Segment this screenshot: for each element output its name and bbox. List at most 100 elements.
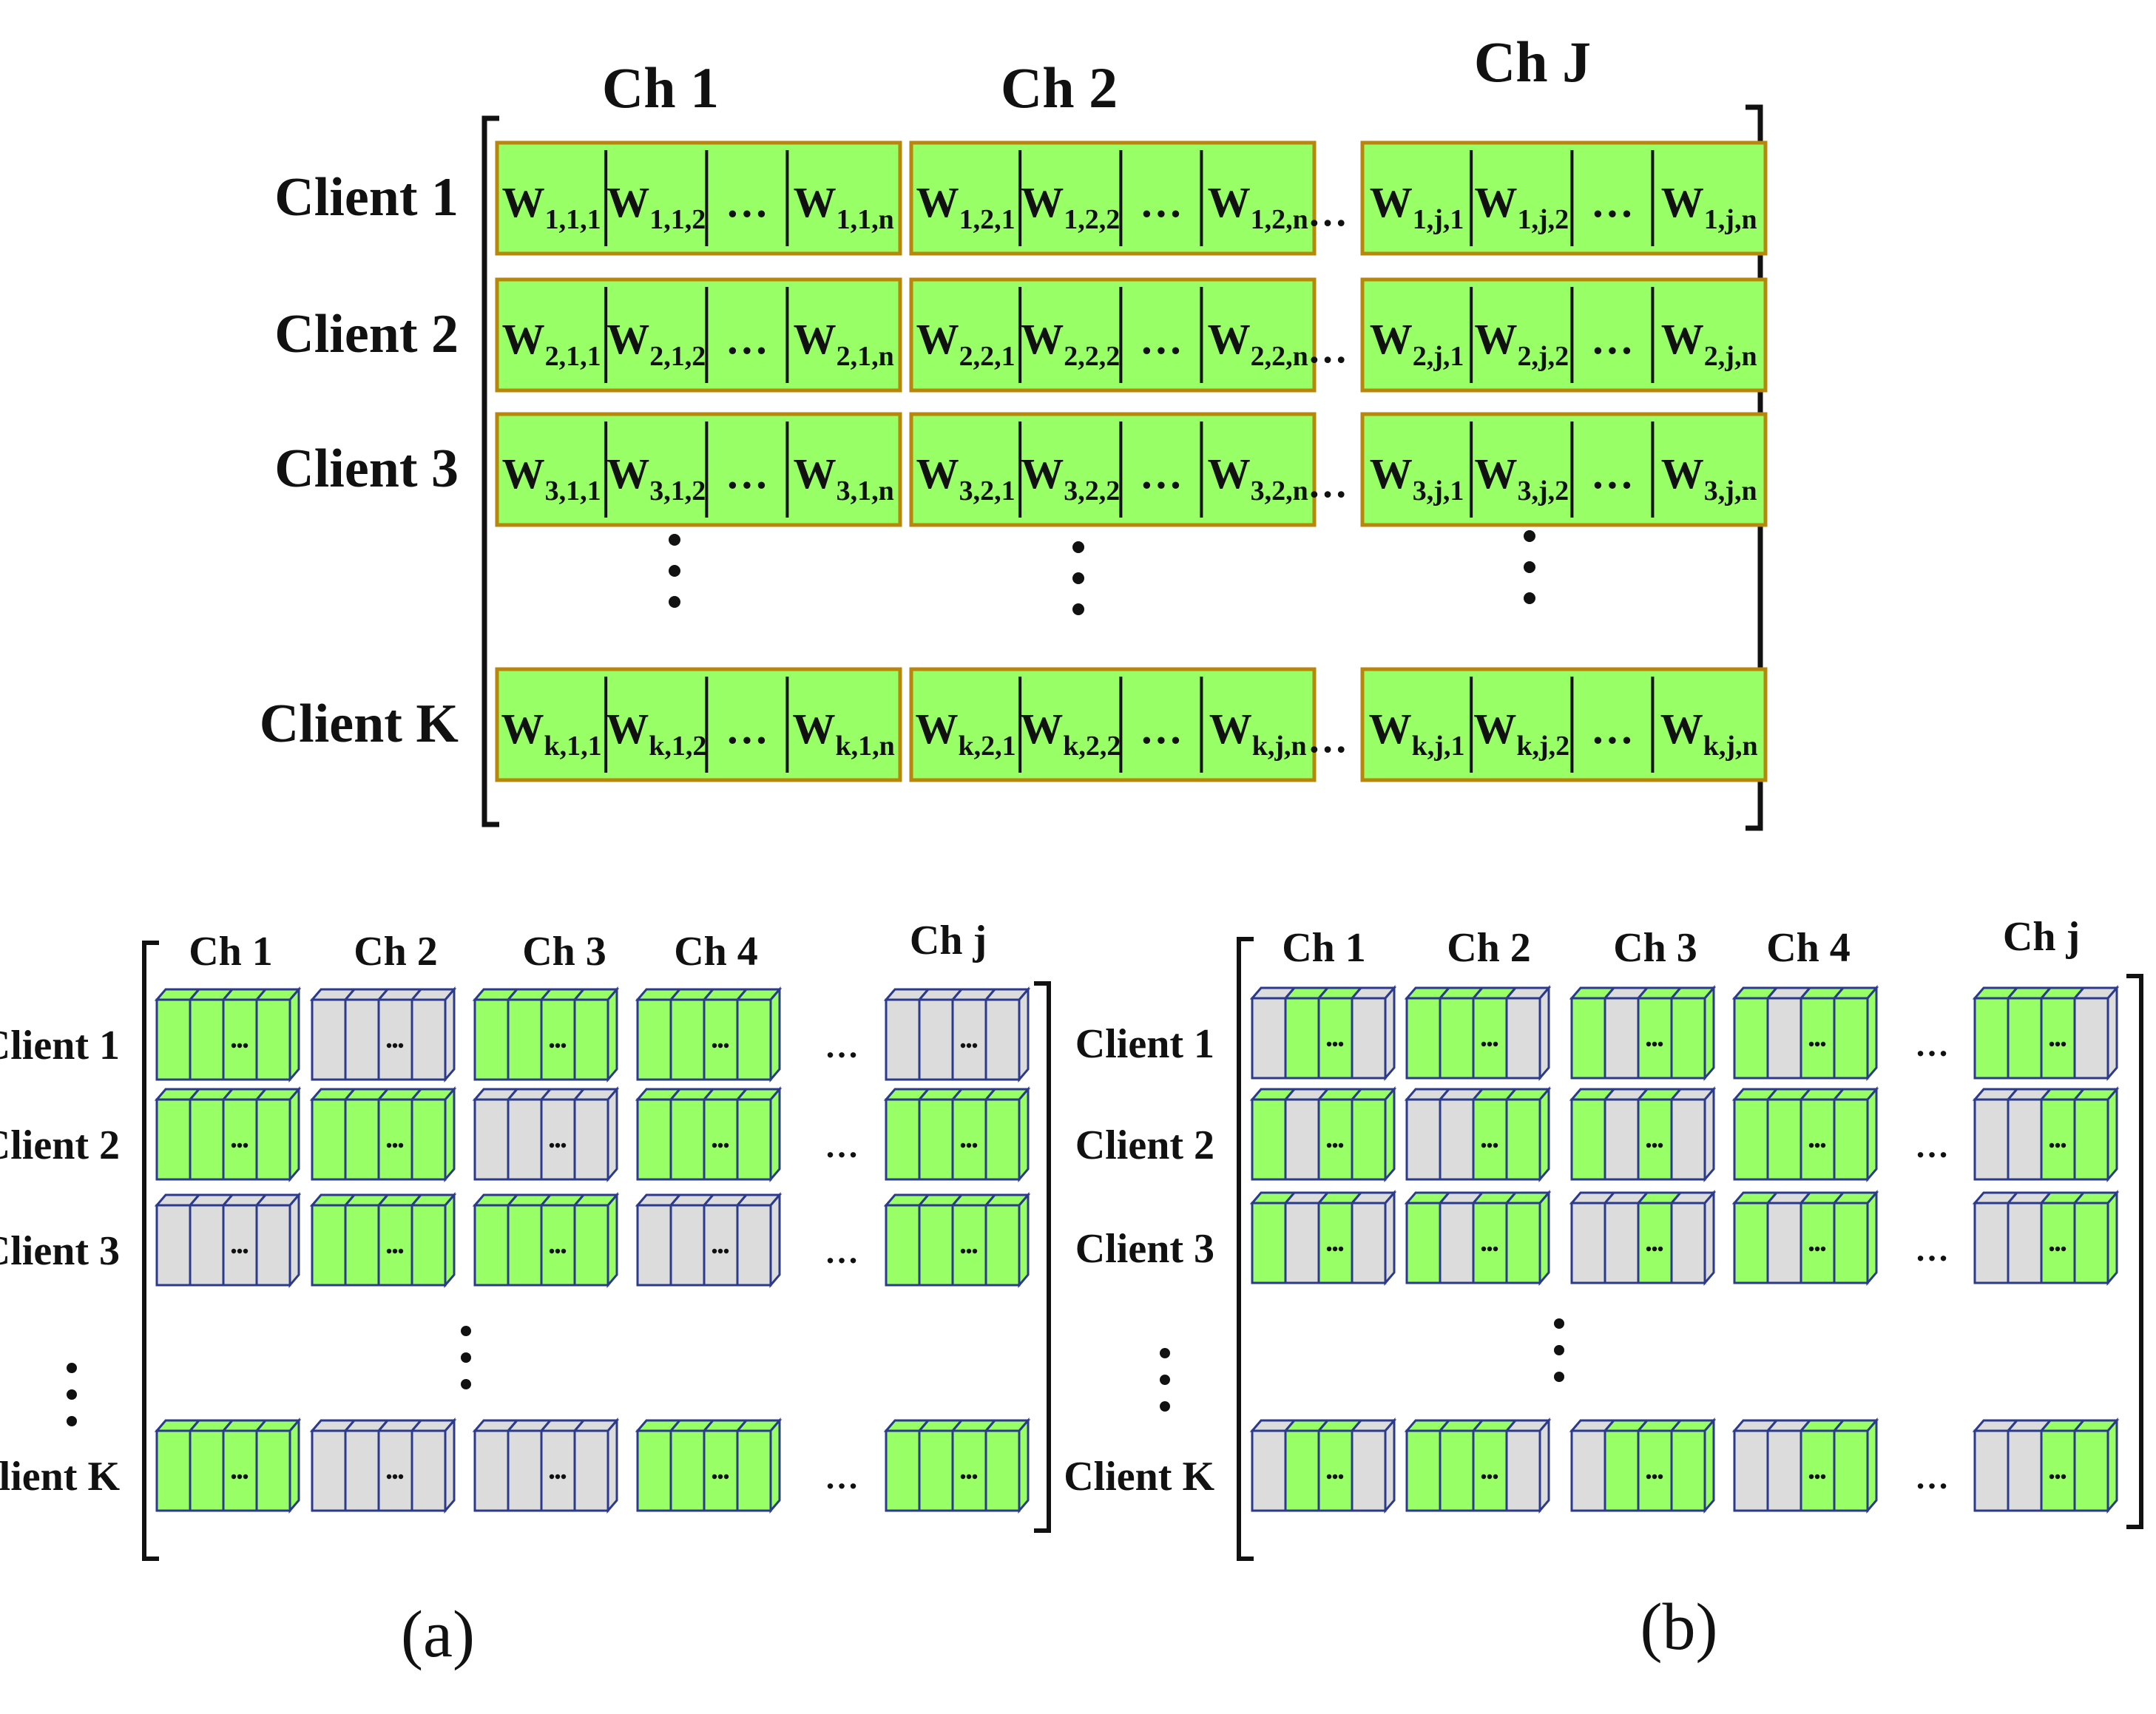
row-ellipsis: … [825,1027,859,1065]
cube-dot [1481,1246,1487,1252]
weight-label: W1,j,1 [1370,178,1464,235]
cube-front-face [222,1429,258,1512]
vdot [1072,572,1084,584]
cube-front-face [1317,1429,1354,1512]
cube-side-face [606,1191,618,1289]
cube-ellipsis [712,1043,729,1049]
cube-dot [243,1474,249,1480]
cube-ellipsis [231,1474,249,1480]
weight-ellipsis: … [1140,315,1183,363]
cube-front-face [473,1204,510,1287]
weight-block-box [1360,140,1768,256]
cube-front-face [2040,997,2076,1080]
cube-front-face [1570,1098,1606,1181]
cube-front-face [669,998,706,1081]
cube-ellipsis [231,1248,249,1254]
cube-dot [231,1248,237,1254]
weight-ellipsis: … [726,450,768,498]
cube-front-face [473,1429,510,1512]
cube-ellipsis [1808,1474,1826,1480]
cube-side-face [1866,1189,1878,1287]
weight-base: W [1209,705,1252,753]
cube-front-face [669,1098,706,1181]
cube-ellipsis [386,1248,404,1254]
channel-weight-strip [1569,984,1717,1082]
cube-side-face [1384,984,1396,1082]
cube-front-face [311,1098,347,1181]
cube-front-face [1670,1202,1706,1284]
weight-base: W [606,315,649,363]
cube-front-face [311,998,347,1081]
cube-dot [1338,1474,1344,1480]
weight-base: W [794,315,837,363]
weight-label: Wk,2,1 [916,705,1016,762]
cube-dot [237,1043,243,1049]
weight-label: Wk,2,2 [1020,705,1121,762]
cube-dot [2055,1246,2061,1252]
cube-front-face [1505,1202,1541,1284]
cube-dot [2055,1142,2061,1148]
weight-label: W1,2,2 [1021,178,1120,235]
cube-dot [2055,1041,2061,1047]
cube-side-face [1018,1417,1030,1514]
weight-block-box [909,412,1317,527]
cube-front-face [1439,1202,1475,1284]
cube-side-face [1703,1417,1715,1514]
weight-base: … [1591,705,1634,753]
cube-front-face [703,1204,739,1287]
channel-weight-strip [154,986,302,1083]
channel-weight-strip [883,1085,1031,1183]
cube-front-face [1351,1202,1387,1284]
cube-front-face [189,998,225,1081]
weight-base: W [1661,315,1704,363]
cube-dot [712,1248,717,1254]
weight-label: W3,j,n [1661,450,1757,507]
cube-side-face [1538,1085,1550,1183]
weight-base: W [1208,315,1251,363]
row-ellipsis: … [1915,1458,1949,1496]
weight-block-box [1360,277,1768,393]
cube-front-face [1251,1429,1287,1512]
channel-weight-strip [1731,984,1879,1082]
cube-ellipsis [712,1142,729,1148]
weight-block: W2,1,1 W2,1,2… W2,1,n [495,277,902,393]
cube-ellipsis [549,1142,567,1148]
cube-front-face [1766,1202,1802,1284]
cube-front-face [1251,1202,1287,1284]
cube-front-face [703,998,739,1081]
weight-subscript: 3,j,2 [1517,475,1569,507]
cube-front-face [473,998,510,1081]
cube-ellipsis [1481,1246,1498,1252]
weight-label: Wk,j,1 [1369,705,1465,762]
weight-subscript: 2,2,2 [1064,341,1120,372]
weight-block: W1,2,1 W1,2,2… W1,2,n [909,140,1317,256]
cube-dot [1646,1246,1652,1252]
cube-front-face [2007,1429,2043,1512]
cube-ellipsis [549,1474,567,1480]
cube-dot [723,1142,729,1148]
cube-side-face [288,1085,300,1183]
cube-dot [1487,1246,1493,1252]
cube-side-face [769,1417,781,1514]
weight-block-box [909,667,1317,782]
cube-side-face [1538,1189,1550,1287]
row-ellipsis: … [825,1458,859,1496]
panel-channel-header: Ch 4 [1766,925,1851,971]
panel-channel-header: Ch 2 [1447,925,1531,971]
cube-front-face [155,1204,192,1287]
cube-ellipsis [386,1043,404,1049]
cube-front-face [222,998,258,1081]
channel-weight-strip [635,986,783,1083]
cube-front-face [540,1204,576,1287]
cube-dot [972,1248,978,1254]
row-ellipsis: … [825,1127,859,1165]
cube-dot [960,1474,966,1480]
cube-front-face [1284,997,1320,1080]
panel-caption: (b) [1640,1591,1718,1664]
channel-weight-strip [1972,1417,2120,1514]
cube-front-face [1472,1429,1508,1512]
weight-subscript: 3,1,2 [649,475,706,507]
cube-dot [1657,1474,1663,1480]
cube-dot [2049,1142,2055,1148]
cube-ellipsis [1646,1041,1663,1047]
